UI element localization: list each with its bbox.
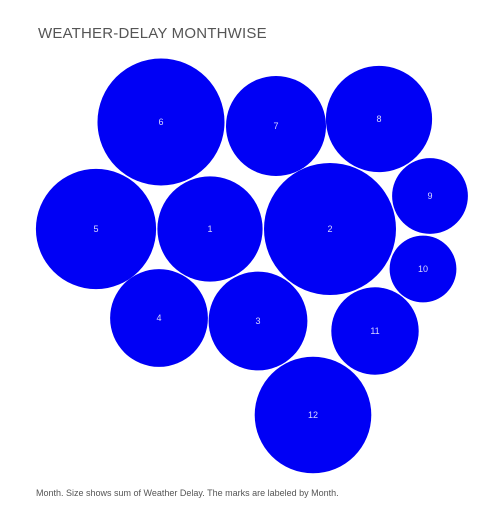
bubble-month-1[interactable] — [157, 176, 263, 282]
bubble-month-10[interactable] — [389, 235, 457, 303]
chart-caption: Month. Size shows sum of Weather Delay. … — [36, 488, 339, 498]
bubble-month-11[interactable] — [331, 287, 419, 375]
bubble-label-month-7: 7 — [273, 121, 278, 131]
bubble-label-month-2: 2 — [327, 224, 332, 234]
bubble-label-month-11: 11 — [370, 326, 379, 336]
bubble-month-5[interactable] — [35, 168, 157, 290]
bubble-month-12[interactable] — [254, 356, 372, 474]
bubble-label-month-9: 9 — [427, 191, 432, 201]
bubble-label-month-8: 8 — [376, 114, 381, 124]
bubble-month-8[interactable] — [325, 65, 433, 173]
bubble-label-month-6: 6 — [158, 117, 163, 127]
bubble-label-month-1: 1 — [207, 224, 212, 234]
bubble-month-2[interactable] — [264, 163, 396, 295]
bubble-month-3[interactable] — [208, 271, 308, 371]
bubble-label-month-4: 4 — [156, 313, 161, 323]
bubble-label-month-10: 10 — [418, 264, 428, 274]
chart-title: WEATHER-DELAY MONTHWISE — [38, 25, 267, 42]
bubble-label-month-5: 5 — [93, 224, 98, 234]
bubble-month-6[interactable] — [97, 58, 225, 186]
bubble-month-4[interactable] — [110, 269, 208, 367]
bubble-month-7[interactable] — [226, 76, 326, 176]
bubble-month-9[interactable] — [392, 158, 468, 234]
bubble-label-month-12: 12 — [308, 410, 318, 420]
bubble-label-month-3: 3 — [255, 316, 260, 326]
